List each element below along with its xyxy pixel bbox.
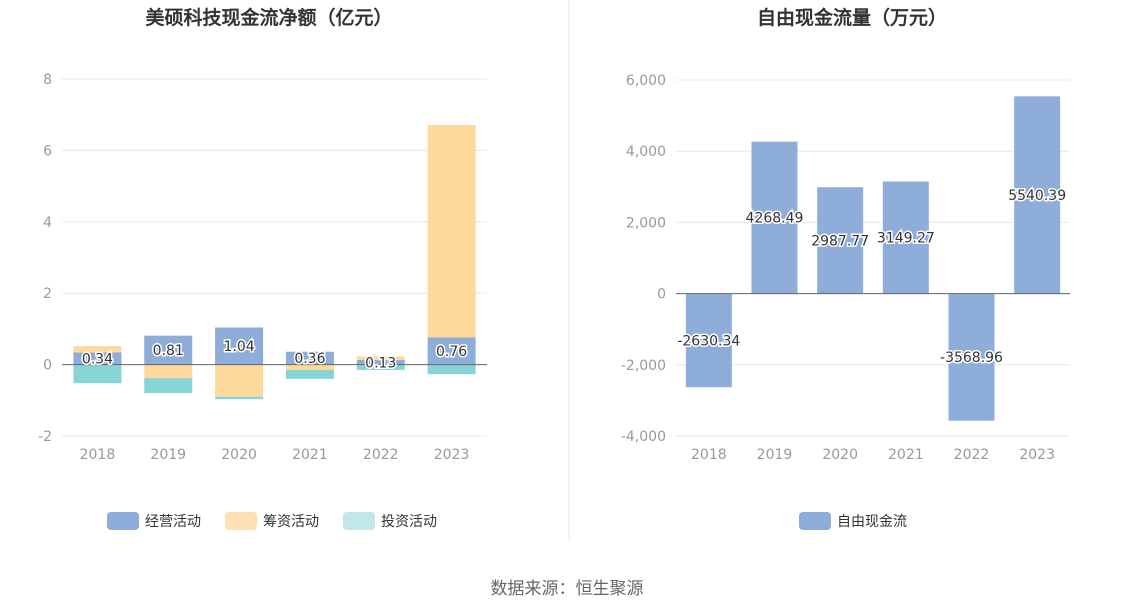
bar-投资活动-2023[interactable] [427, 364, 476, 375]
bar-经营活动-2019[interactable] [144, 335, 193, 365]
legend-swatch[interactable] [343, 512, 375, 530]
data-label: 0.76 [436, 344, 467, 360]
left-data-labels: 0.34 0.81 1.04 0.36 0.13 0.76 [80, 338, 468, 373]
y-tick-label: 4,000 [626, 144, 666, 160]
y-tick-label: 8 [43, 72, 52, 88]
x-tick-label: 2018 [691, 447, 727, 463]
bar-经营活动-2020[interactable] [215, 327, 264, 365]
bar-经营活动-2018[interactable] [73, 352, 122, 365]
left-x-axis: 2018 2019 2020 2021 2022 2023 [80, 447, 470, 463]
y-tick-label: 2 [43, 286, 52, 302]
legend-swatch[interactable] [225, 512, 257, 530]
x-tick-label: 2023 [434, 447, 470, 463]
bar-自由现金流-2020[interactable] [817, 187, 864, 294]
y-tick-label: 2,000 [626, 215, 666, 231]
data-label: 0.34 [82, 352, 113, 368]
left-y-grid [62, 78, 487, 437]
bar-自由现金流-2019[interactable] [751, 141, 798, 294]
y-tick-label: -4,000 [621, 429, 666, 445]
bar-自由现金流-2022[interactable] [948, 293, 995, 421]
data-label: 0.36 [294, 351, 325, 367]
bar-筹资活动-2022[interactable] [356, 356, 405, 360]
bar-筹资活动-2023[interactable] [427, 125, 476, 338]
data-label: 2987.77 [811, 233, 869, 249]
x-tick-label: 2019 [757, 447, 793, 463]
y-tick-label: 0 [43, 358, 52, 374]
right-bars [685, 96, 1061, 421]
right-x-axis: 2018 2019 2020 2021 2022 2023 [691, 447, 1055, 463]
right-y-grid [676, 79, 1070, 437]
right-data-labels: -2630.34 4268.49 2987.77 3149.27 -3568.96 554… [676, 186, 1068, 367]
bar-筹资活动-2021[interactable] [285, 364, 334, 370]
data-label: 0.13 [365, 355, 396, 371]
y-tick-label: 4 [43, 215, 52, 231]
data-label: 5540.39 [1008, 188, 1066, 204]
data-label: 0.81 [153, 343, 184, 359]
left-bars [73, 125, 476, 400]
data-label: 1.04 [223, 339, 254, 355]
data-source-note: 数据来源：恒生聚源 [490, 579, 644, 599]
bar-投资活动-2022[interactable] [356, 364, 405, 370]
right-chart-title: 自由现金流量（万元） [757, 6, 947, 29]
y-tick-label: -2,000 [621, 358, 666, 374]
bar-投资活动-2018[interactable] [73, 364, 122, 384]
legend-swatch[interactable] [107, 512, 139, 530]
bar-经营活动-2021[interactable] [285, 351, 334, 365]
legend-label[interactable]: 自由现金流 [837, 514, 907, 530]
right-y-axis: -4,000 -2,000 0 2,000 4,000 6,000 [621, 73, 666, 445]
legend-label[interactable]: 经营活动 [145, 514, 201, 530]
bar-投资活动-2019[interactable] [144, 378, 193, 394]
legend-label[interactable]: 投资活动 [381, 514, 437, 530]
y-tick-label: -2 [38, 429, 52, 445]
left-legend[interactable]: 经营活动 筹资活动 投资活动 [107, 512, 437, 530]
left-chart-title: 美硕科技现金流净额（亿元） [145, 6, 392, 29]
right-legend[interactable]: 自由现金流 [799, 512, 907, 530]
legend-swatch[interactable] [799, 512, 831, 530]
x-tick-label: 2023 [1019, 447, 1055, 463]
right-chart: 自由现金流量（万元） -4,000-2,00002,0004,0006,000 … [621, 6, 1070, 530]
data-label: 4268.49 [746, 211, 804, 227]
bar-自由现金流-2018[interactable] [685, 293, 732, 388]
bar-投资活动-2021[interactable] [285, 369, 334, 379]
y-tick-label: 6,000 [626, 73, 666, 89]
bar-自由现金流-2021[interactable] [882, 181, 929, 294]
y-tick-label: 0 [657, 287, 666, 303]
x-tick-label: 2022 [363, 447, 399, 463]
left-y-axis: -2 0 2 4 6 8 [38, 72, 52, 445]
bar-经营活动-2023[interactable] [427, 337, 476, 365]
bar-自由现金流-2023[interactable] [1014, 96, 1061, 294]
data-label: 3149.27 [877, 231, 935, 247]
bar-筹资活动-2020[interactable] [215, 364, 264, 397]
x-tick-label: 2018 [80, 447, 116, 463]
data-label: -3568.96 [940, 350, 1003, 366]
data-label: -2630.34 [677, 333, 740, 349]
legend-label[interactable]: 筹资活动 [263, 513, 319, 530]
x-tick-label: 2020 [221, 447, 257, 463]
bar-经营活动-2022[interactable] [356, 359, 405, 365]
x-tick-label: 2022 [954, 447, 990, 463]
x-tick-label: 2019 [150, 447, 186, 463]
x-tick-label: 2020 [822, 447, 858, 463]
x-tick-label: 2021 [292, 447, 328, 463]
bar-筹资活动-2019[interactable] [144, 364, 193, 379]
bar-投资活动-2020[interactable] [215, 396, 264, 400]
x-tick-label: 2021 [888, 447, 924, 463]
y-tick-label: 6 [43, 143, 52, 159]
bar-筹资活动-2018[interactable] [73, 346, 122, 353]
